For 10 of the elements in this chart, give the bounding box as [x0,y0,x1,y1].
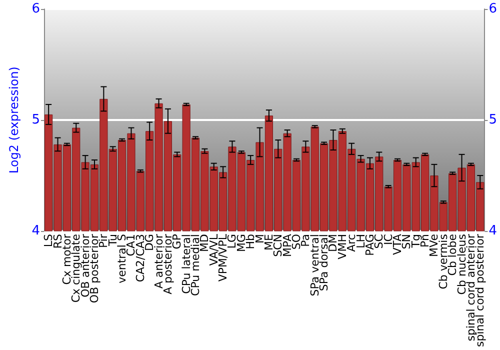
x-tick-label: OB posterior [88,234,101,304]
y2-tick-label: 6 [488,2,498,16]
y2-tick-label: 5 [488,112,498,128]
y-tick-label: 4 [32,224,40,239]
x-tick-label: spinal cord posterior [474,234,487,348]
x-tick-label: Tg [409,234,422,249]
y-tick-label: 6 [32,2,40,16]
y-tick-label: 5 [32,112,40,128]
y2-tick-label: 4 [488,224,498,239]
y-axis-title: Log2 (expression) [7,66,21,174]
